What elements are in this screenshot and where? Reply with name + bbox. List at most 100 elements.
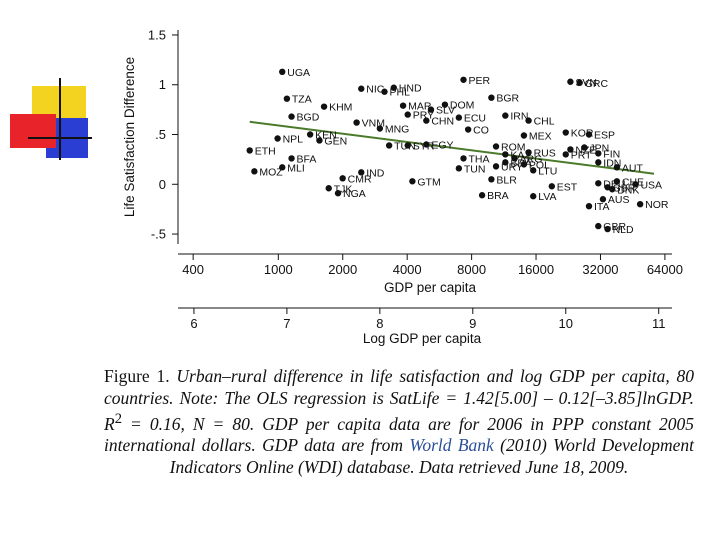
data-point <box>385 142 393 149</box>
data-point <box>525 117 532 124</box>
x-tick-label: 4000 <box>393 262 422 277</box>
point-label: NLD <box>613 224 634 236</box>
data-point <box>339 175 346 182</box>
data-point <box>548 183 556 190</box>
data-point <box>279 164 286 171</box>
caption-note-a: Note: The OLS regression is SatLife = 1.… <box>104 387 694 434</box>
data-point <box>404 142 411 149</box>
data-point <box>334 190 342 197</box>
x-axis-label: GDP per capita <box>384 280 477 295</box>
data-point <box>585 202 593 210</box>
data-point <box>376 125 384 132</box>
data-point <box>478 192 486 199</box>
point-label: GTM <box>417 176 440 188</box>
point-label: AUS <box>608 194 630 206</box>
point-label: ITA <box>594 201 610 213</box>
data-point <box>613 178 621 185</box>
figure-label: Figure 1. <box>104 366 170 386</box>
data-point <box>390 84 397 91</box>
point-label: THA <box>469 153 490 165</box>
data-point <box>288 155 295 162</box>
point-label: AUT <box>622 162 644 174</box>
x-tick-label: 8000 <box>457 262 486 277</box>
point-label: HND <box>399 83 422 95</box>
caption-note-b: = 0.16, N = 80. GDP per capita data are … <box>104 413 694 456</box>
y-tick-label: -.5 <box>151 227 166 242</box>
point-label: GRC <box>585 78 609 90</box>
data-point <box>404 111 411 118</box>
data-point <box>399 102 407 109</box>
x-ticks: 400 1000 2000 4000 8000 16000 32000 64000 <box>182 254 683 277</box>
data-point <box>632 181 639 188</box>
point-label: MOZ <box>259 166 283 178</box>
point-label: EGY <box>431 139 453 151</box>
data-point <box>320 103 328 110</box>
data-point <box>460 155 467 162</box>
x-tick-label: 32000 <box>582 262 618 277</box>
point-label: TUN <box>464 163 486 175</box>
point-label: ESP <box>594 130 615 142</box>
data-point <box>251 168 258 175</box>
scatter-chart: 1.51.50-.5 400 1000 2000 4000 8000 16000 32000… <box>122 27 683 346</box>
point-label: DOM <box>450 100 475 112</box>
data-point <box>525 149 532 156</box>
data-point <box>576 79 583 86</box>
data-point <box>581 144 588 151</box>
data-point <box>520 161 528 168</box>
point-label: NGA <box>343 188 366 200</box>
data-point <box>409 178 416 185</box>
data-point <box>306 131 314 138</box>
point-label: NZE <box>575 144 596 156</box>
data-point <box>595 222 602 230</box>
data-point <box>567 78 574 85</box>
point-label: IND <box>366 167 385 179</box>
x-tick-label: 16000 <box>518 262 554 277</box>
point-label: PRT <box>571 149 592 161</box>
deco-red-square <box>10 114 56 148</box>
data-point <box>502 151 509 158</box>
point-label: DNK <box>617 184 639 196</box>
data-point <box>609 186 616 193</box>
data-point <box>488 94 495 101</box>
data-point <box>530 193 537 200</box>
data-point <box>246 147 253 154</box>
point-label: TZA <box>292 94 312 106</box>
point-label: BFA <box>297 153 317 165</box>
point-label: BGD <box>297 112 320 124</box>
point-label: RUS <box>534 147 556 159</box>
x2-tick-label: 7 <box>283 316 290 331</box>
data-point <box>274 135 281 142</box>
x2-tick-label: 10 <box>559 316 573 331</box>
r-squared-superscript: 2 <box>114 411 122 427</box>
data-point <box>316 137 323 144</box>
data-point <box>595 150 602 157</box>
point-label: LTU <box>538 165 557 177</box>
y-ticks: 1.51.50-.5 <box>148 27 178 242</box>
world-bank-link[interactable]: World Bank <box>409 435 494 456</box>
data-point <box>464 126 472 133</box>
data-point <box>530 167 537 174</box>
point-label: MNG <box>385 124 410 136</box>
point-label: ETH <box>255 145 276 157</box>
point-label: JPN <box>589 142 609 154</box>
y-tick-label: 1 <box>159 77 166 92</box>
regression-line <box>249 120 655 175</box>
x2-tick-label: 9 <box>469 316 476 331</box>
y-tick-label: 1.5 <box>148 27 166 42</box>
point-label: LVA <box>538 191 556 203</box>
point-label: NOR <box>645 199 669 211</box>
caption-note-c: (2010) World Development Indicators Onli… <box>169 435 694 477</box>
y-tick-label: .5 <box>155 127 166 142</box>
data-point <box>595 159 602 166</box>
data-point <box>358 169 365 176</box>
data-point <box>492 163 500 170</box>
point-label: MAR <box>408 101 432 113</box>
point-label: CHL <box>534 116 555 128</box>
data-point <box>511 155 518 162</box>
point-label: BGR <box>496 93 519 105</box>
x-tick-label: 1000 <box>264 262 293 277</box>
x2-tick-label: 8 <box>376 316 383 331</box>
point-label: ROM <box>501 141 526 153</box>
point-label: GEN <box>324 135 347 147</box>
